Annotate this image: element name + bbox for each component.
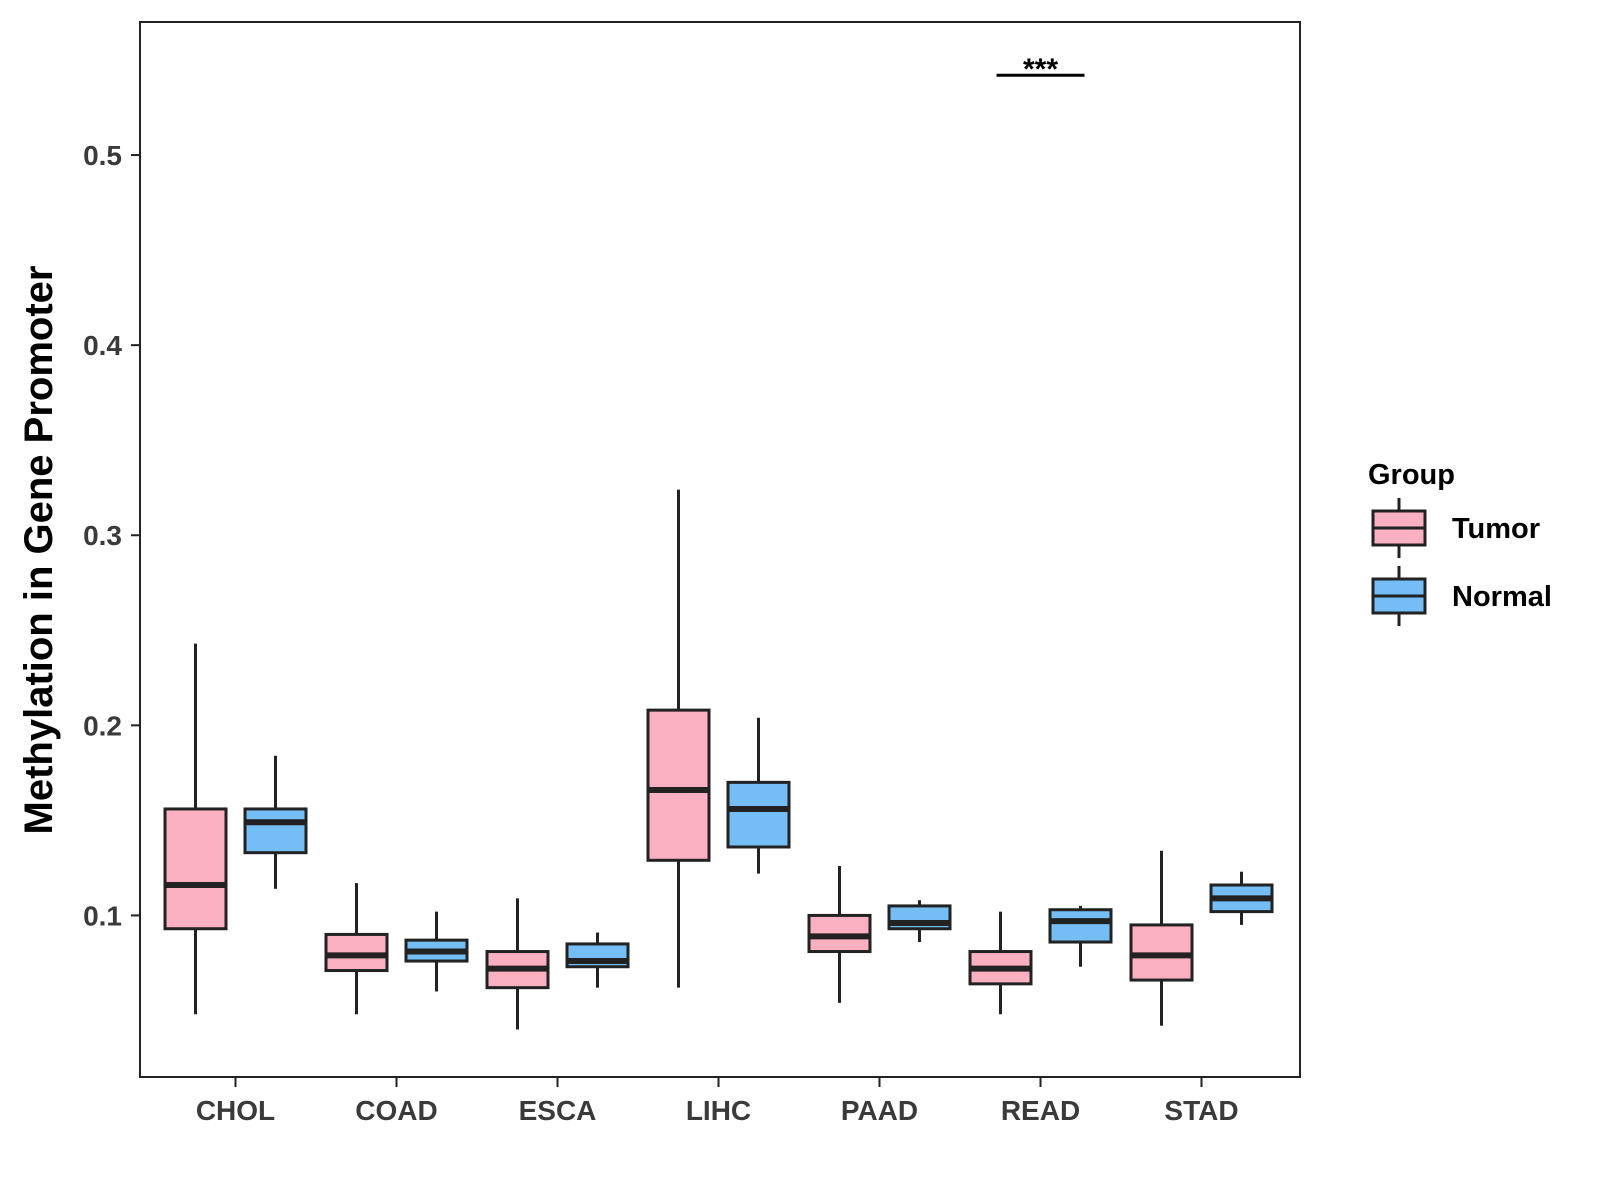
legend-label-tumor: Tumor xyxy=(1452,513,1540,545)
x-tick-label-lihc: LIHC xyxy=(686,1095,751,1126)
boxes-layer xyxy=(163,489,1274,1030)
x-tick-label-stad: STAD xyxy=(1164,1095,1238,1126)
box-rect-normal-lihc xyxy=(726,780,791,849)
box-tumor-stad xyxy=(1129,850,1194,1026)
box-normal-read xyxy=(1048,905,1113,967)
annotations-layer: *** xyxy=(996,53,1085,86)
box-normal-paad xyxy=(887,900,952,943)
legend-key-tumor xyxy=(1371,498,1427,558)
significance-label-0: *** xyxy=(1023,53,1058,86)
y-axis: 0.1 0.2 0.3 0.4 0.5 xyxy=(83,140,140,931)
box-rect-normal-read xyxy=(1048,908,1113,944)
box-tumor-coad xyxy=(324,883,389,1015)
y-tick-label-2: 0.3 xyxy=(83,520,122,551)
box-normal-coad xyxy=(404,911,469,992)
x-tick-label-read: READ xyxy=(1001,1095,1080,1126)
x-tick-label-paad: PAAD xyxy=(841,1095,918,1126)
box-tumor-read xyxy=(968,911,1033,1015)
box-normal-chol xyxy=(243,755,308,889)
x-tick-label-coad: COAD xyxy=(355,1095,437,1126)
box-tumor-paad xyxy=(807,866,872,1003)
box-normal-lihc xyxy=(726,717,791,874)
plot-panel xyxy=(139,21,1301,1078)
box-tumor-lihc xyxy=(646,489,711,988)
x-tick-label-esca: ESCA xyxy=(519,1095,597,1126)
legend-label-normal: Normal xyxy=(1452,581,1552,613)
y-tick-label-1: 0.2 xyxy=(83,710,122,741)
x-tick-label-chol: CHOL xyxy=(196,1095,275,1126)
legend: Group Tumor Normal xyxy=(1368,459,1552,626)
box-rect-tumor-lihc xyxy=(646,708,711,862)
box-rect-tumor-chol xyxy=(163,807,228,931)
box-rect-normal-chol xyxy=(243,807,308,855)
box-normal-esca xyxy=(565,932,630,988)
legend-key-normal xyxy=(1371,566,1427,626)
y-axis-title: Methylation in Gene Promoter xyxy=(17,266,61,835)
box-normal-stad xyxy=(1209,871,1274,925)
y-tick-label-3: 0.4 xyxy=(83,330,122,361)
y-tick-label-4: 0.5 xyxy=(83,140,122,171)
x-axis: CHOL COAD ESCA LIHC PAAD READ STAD xyxy=(196,1077,1239,1126)
legend-title: Group xyxy=(1368,459,1455,491)
y-tick-label-0: 0.1 xyxy=(83,900,122,931)
box-tumor-chol xyxy=(163,643,228,1015)
box-tumor-esca xyxy=(485,898,550,1030)
